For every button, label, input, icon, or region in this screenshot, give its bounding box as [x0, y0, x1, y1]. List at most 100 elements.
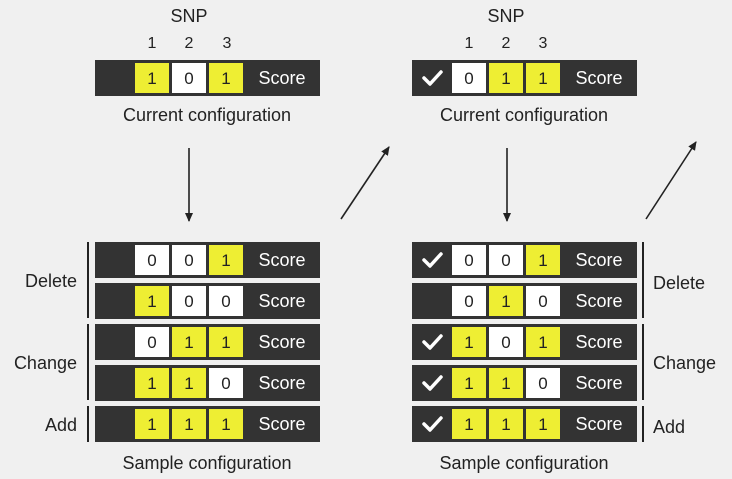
snp-value-3: 1	[221, 251, 230, 270]
snp-cell-1	[452, 409, 486, 439]
snp-cell-1	[135, 368, 169, 398]
sample-config-label-right: Sample configuration	[439, 453, 608, 473]
row-background	[95, 60, 320, 96]
score-label: Score	[575, 373, 622, 393]
snp-cell-1	[452, 245, 486, 275]
snp-cell-3	[209, 245, 243, 275]
score-label: Score	[575, 332, 622, 352]
snp-value-2: 1	[501, 374, 510, 393]
snp-number-right-3: 3	[539, 35, 548, 52]
snp-value-1: 0	[464, 251, 473, 270]
snp-value-2: 1	[184, 374, 193, 393]
sample-row-left-delete-2: 1 0 0 Score	[95, 283, 320, 319]
row-background	[95, 406, 320, 442]
snp-cell-1	[452, 368, 486, 398]
snp-value-1: 1	[464, 415, 473, 434]
score-label: Score	[258, 291, 305, 311]
sample-row-left-delete-1: 0 0 1 Score	[95, 242, 320, 278]
snp-number-right-2: 2	[502, 35, 511, 52]
snp-cell-2	[489, 327, 523, 357]
snp-value-3: 1	[221, 69, 230, 88]
snp-cell-3	[209, 368, 243, 398]
snp-cell-2	[172, 63, 206, 93]
sample-row-right-delete-2: 0 1 0 Score	[412, 283, 637, 319]
sample-row-right-change-2: 1 1 0 Score	[412, 365, 637, 401]
snp-cell-1	[135, 63, 169, 93]
snp-cell-3	[526, 286, 560, 316]
row-background	[95, 283, 320, 319]
snp-cell-2	[172, 286, 206, 316]
snp-value-1: 1	[464, 374, 473, 393]
score-label: Score	[575, 68, 622, 88]
snp-value-3: 1	[221, 333, 230, 352]
snp-cell-3	[209, 63, 243, 93]
snp-number-right-1: 1	[465, 35, 474, 52]
snp-value-2: 0	[501, 333, 510, 352]
group-label-change-right: Change	[653, 353, 716, 373]
snp-cell-2	[172, 327, 206, 357]
group-label-delete-left: Delete	[25, 271, 77, 291]
snp-value-1: 0	[147, 251, 156, 270]
score-label: Score	[258, 414, 305, 434]
snp-number-left-3: 3	[223, 35, 232, 52]
snp-value-1: 1	[147, 292, 156, 311]
score-label: Score	[575, 250, 622, 270]
snp-cell-3	[526, 409, 560, 439]
group-label-delete-right: Delete	[653, 273, 705, 293]
score-label: Score	[258, 373, 305, 393]
snp-cell-1	[135, 327, 169, 357]
sample-row-left-change-1: 0 1 1 Score	[95, 324, 320, 360]
row-background	[412, 283, 637, 319]
sample-row-left-change-2: 1 1 0 Score	[95, 365, 320, 401]
snp-value-1: 1	[147, 415, 156, 434]
snp-value-3: 1	[538, 69, 547, 88]
sample-row-right-change-1: 1 0 1 Score	[412, 324, 637, 360]
snp-value-2: 1	[501, 415, 510, 434]
snp-cell-1	[452, 63, 486, 93]
snp-cell-3	[526, 327, 560, 357]
check-icon	[422, 375, 443, 391]
current-config-row-left: 1 0 1 Score	[95, 60, 320, 96]
snp-value-2: 0	[184, 251, 193, 270]
snp-cell-3	[209, 327, 243, 357]
score-label: Score	[575, 291, 622, 311]
snp-value-3: 1	[538, 415, 547, 434]
snp-cell-1	[452, 327, 486, 357]
snp-cell-3	[209, 409, 243, 439]
sample-config-label-left: Sample configuration	[122, 453, 291, 473]
check-icon	[422, 416, 443, 432]
snp-cell-1	[135, 245, 169, 275]
score-label: Score	[258, 332, 305, 352]
snp-value-1: 0	[464, 292, 473, 311]
snp-value-3: 0	[538, 292, 547, 311]
check-icon	[422, 252, 443, 268]
snp-value-1: 1	[147, 69, 156, 88]
snp-cell-1	[452, 286, 486, 316]
group-label-add-left: Add	[45, 415, 77, 435]
snp-title-left: SNP	[170, 6, 207, 26]
snp-cell-2	[172, 368, 206, 398]
snp-value-3: 1	[221, 415, 230, 434]
snp-cell-2	[489, 368, 523, 398]
row-background	[412, 406, 637, 442]
snp-cell-3	[526, 245, 560, 275]
current-config-row-right: 0 1 1 Score	[412, 60, 637, 96]
snp-title-right: SNP	[487, 6, 524, 26]
row-background	[412, 242, 637, 278]
snp-cell-3	[209, 286, 243, 316]
snp-cell-1	[135, 409, 169, 439]
current-config-label-right: Current configuration	[440, 105, 608, 125]
snp-cell-2	[172, 245, 206, 275]
snp-value-1: 0	[464, 69, 473, 88]
score-label: Score	[575, 414, 622, 434]
check-icon	[422, 334, 443, 350]
snp-value-3: 0	[538, 374, 547, 393]
snp-cell-3	[526, 368, 560, 398]
score-label: Score	[258, 68, 305, 88]
check-icon	[422, 70, 443, 86]
snp-value-1: 1	[464, 333, 473, 352]
snp-number-left-2: 2	[185, 35, 194, 52]
snp-cell-2	[489, 286, 523, 316]
snp-value-2: 1	[501, 69, 510, 88]
snp-cell-1	[135, 286, 169, 316]
